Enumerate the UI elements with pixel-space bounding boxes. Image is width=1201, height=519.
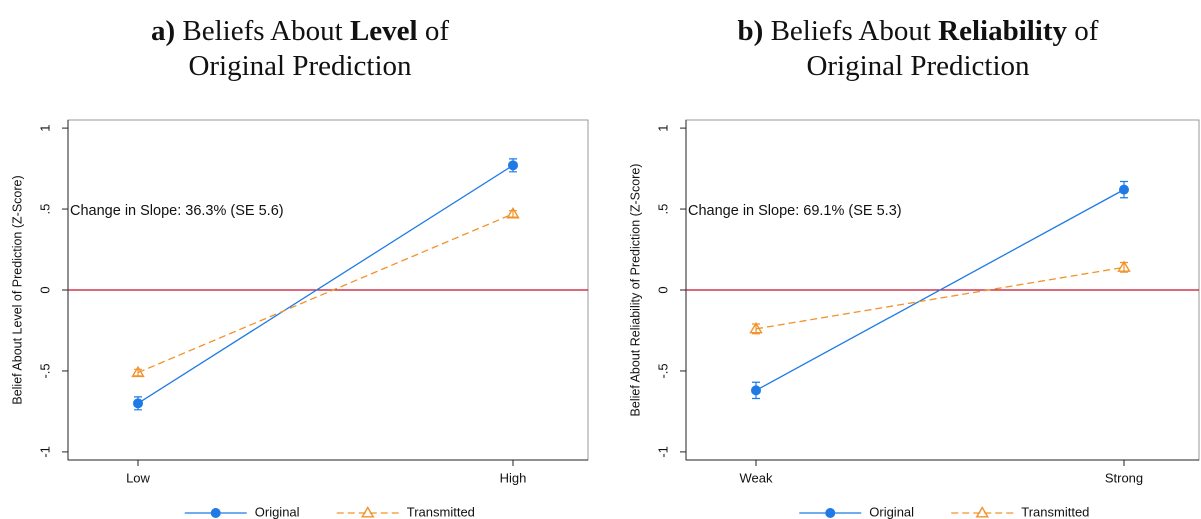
y-tick-label: .5 xyxy=(655,204,670,215)
series-line xyxy=(755,266,1125,330)
y-tick-label: .5 xyxy=(37,204,52,215)
title-line: Original Prediction xyxy=(20,49,580,84)
legend-marker xyxy=(825,508,836,518)
annotation: Change in Slope: 69.1% (SE 5.3) xyxy=(688,203,902,219)
y-tick-label: 0 xyxy=(655,286,670,293)
x-tick-label: Low xyxy=(126,470,150,485)
title-segment: Level xyxy=(349,15,418,47)
series-line xyxy=(137,213,514,374)
y-tick-label: 1 xyxy=(655,124,670,131)
title-segment: a) xyxy=(150,15,176,47)
legend-label: Original xyxy=(869,504,914,519)
y-tick-label: -1 xyxy=(37,446,52,458)
marker xyxy=(506,207,520,219)
title-line: a) Beliefs About Level of xyxy=(20,14,580,49)
annotation: Change in Slope: 36.3% (SE 5.6) xyxy=(70,203,284,219)
title-segment: of xyxy=(417,15,450,47)
chart-title: a) Beliefs About Level of Original Predic… xyxy=(20,14,580,84)
title-segment: Reliability xyxy=(938,15,1068,47)
title-segment: Original Prediction xyxy=(806,50,1030,82)
marker xyxy=(131,365,145,378)
title-line: b) Beliefs About Reliability of xyxy=(638,14,1198,49)
legend-marker xyxy=(361,506,375,518)
y-tick-label: 0 xyxy=(37,286,52,293)
marker xyxy=(1119,184,1129,195)
y-tick-label: -1 xyxy=(655,446,670,458)
x-tick-label: Strong xyxy=(1105,470,1143,485)
y-tick-label: 1 xyxy=(37,124,52,131)
title-segment: b) xyxy=(737,15,764,47)
chart-title: b) Beliefs About Reliability of Original … xyxy=(638,14,1198,84)
legend-label: Transmitted xyxy=(1021,504,1089,519)
marker xyxy=(1117,260,1131,272)
title-segment: of xyxy=(1067,15,1099,47)
marker xyxy=(749,321,763,334)
marker xyxy=(133,398,143,409)
marker xyxy=(508,160,518,171)
y-tick-label: -.5 xyxy=(655,363,670,378)
marker xyxy=(751,385,761,396)
y-tick-label: -.5 xyxy=(37,363,52,378)
x-tick-label: Weak xyxy=(740,470,773,485)
y-axis-label: Belief About Level of Prediction (Z-Scor… xyxy=(10,175,24,404)
legend-marker xyxy=(210,508,221,518)
title-segment: Beliefs About xyxy=(763,15,939,47)
title-segment: Original Prediction xyxy=(188,50,412,82)
legend-marker xyxy=(975,506,989,518)
title-segment: Beliefs About xyxy=(175,15,350,47)
series-line xyxy=(755,189,1125,391)
legend-label: Transmitted xyxy=(407,504,475,519)
legend-label: Original xyxy=(255,504,300,519)
series-line xyxy=(137,164,514,404)
title-line: Original Prediction xyxy=(638,49,1198,84)
x-tick-label: High xyxy=(500,470,527,485)
y-axis-label: Belief About Reliability of Prediction (… xyxy=(628,164,642,417)
